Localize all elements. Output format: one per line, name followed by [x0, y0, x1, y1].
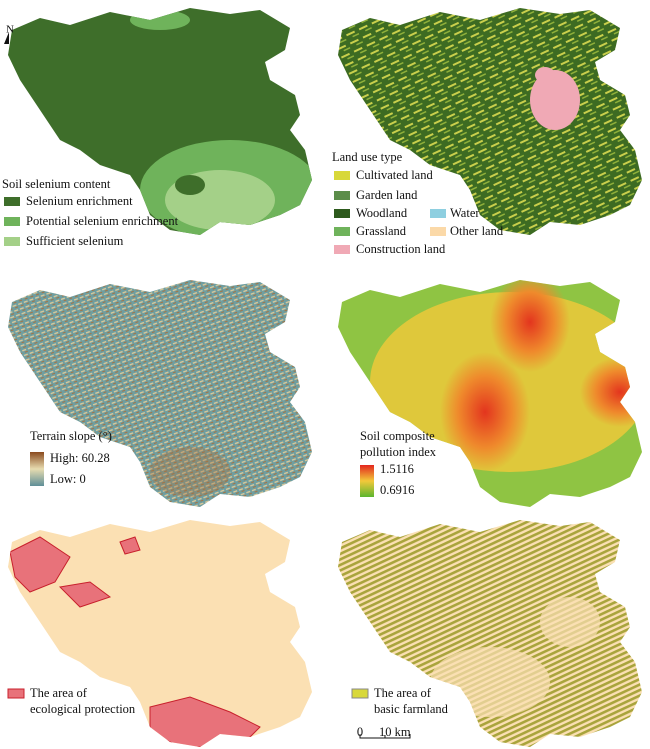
- legend-label: Woodland: [356, 206, 408, 220]
- legend-swatch: [430, 209, 446, 218]
- scale-label: 0: [357, 725, 363, 739]
- legend-label: Potential selenium enrichment: [26, 214, 179, 228]
- legend-label: The area of: [30, 686, 88, 700]
- legend-swatch: [4, 237, 20, 246]
- legend-label: The area of: [374, 686, 432, 700]
- legend-label: ecological protection: [30, 702, 136, 716]
- legend-swatch: [4, 217, 20, 226]
- legend-title: pollution index: [360, 445, 437, 459]
- legend-swatch: [351, 688, 369, 699]
- legend-swatch: [334, 191, 350, 200]
- farmland-map: The area of basic farmland 0 10 km: [338, 520, 642, 747]
- slope-map: Terrain slope (°) High: 60.28 Low: 0: [8, 280, 312, 507]
- legend-ramp: [30, 452, 44, 486]
- legend-label: Garden land: [356, 188, 418, 202]
- legend-label: Construction land: [356, 242, 446, 256]
- legend-swatch: [430, 227, 446, 236]
- land-use-map: Land use type Cultivated land Garden lan…: [332, 8, 642, 256]
- scale-bar: [359, 734, 411, 739]
- legend-swatch: [334, 171, 350, 180]
- legend-label: basic farmland: [374, 702, 449, 716]
- legend-label: Grassland: [356, 224, 407, 238]
- legend-ramp: [360, 465, 374, 497]
- legend-title: Terrain slope (°): [30, 429, 112, 443]
- legend-title: Soil composite: [360, 429, 435, 443]
- legend-swatch: [334, 227, 350, 236]
- north-label: N: [6, 24, 14, 36]
- legend-label: Other land: [450, 224, 504, 238]
- legend-label: Cultivated land: [356, 168, 433, 182]
- north-arrow: [4, 32, 9, 44]
- pollution-map: Soil composite pollution index 1.5116 0.…: [338, 280, 642, 507]
- scale-label: 10 km: [379, 725, 411, 739]
- legend-title: Land use type: [332, 150, 403, 164]
- legend-label: 1.5116: [380, 462, 414, 476]
- legend-label: Selenium enrichment: [26, 194, 133, 208]
- ecological-map: The area of ecological protection: [7, 520, 312, 747]
- legend-label: 0.6916: [380, 483, 414, 497]
- legend-swatch: [334, 209, 350, 218]
- legend-label: Low: 0: [50, 472, 86, 486]
- legend-swatch: [7, 688, 25, 699]
- legend-label: Sufficient selenium: [26, 234, 124, 248]
- selenium-map: N Soil selenium content Selenium enrichm…: [2, 8, 312, 248]
- legend-swatch: [4, 197, 20, 206]
- legend-swatch: [334, 245, 350, 254]
- legend-label: Water: [450, 206, 480, 220]
- legend-title: Soil selenium content: [2, 177, 111, 191]
- legend-label: High: 60.28: [50, 451, 110, 465]
